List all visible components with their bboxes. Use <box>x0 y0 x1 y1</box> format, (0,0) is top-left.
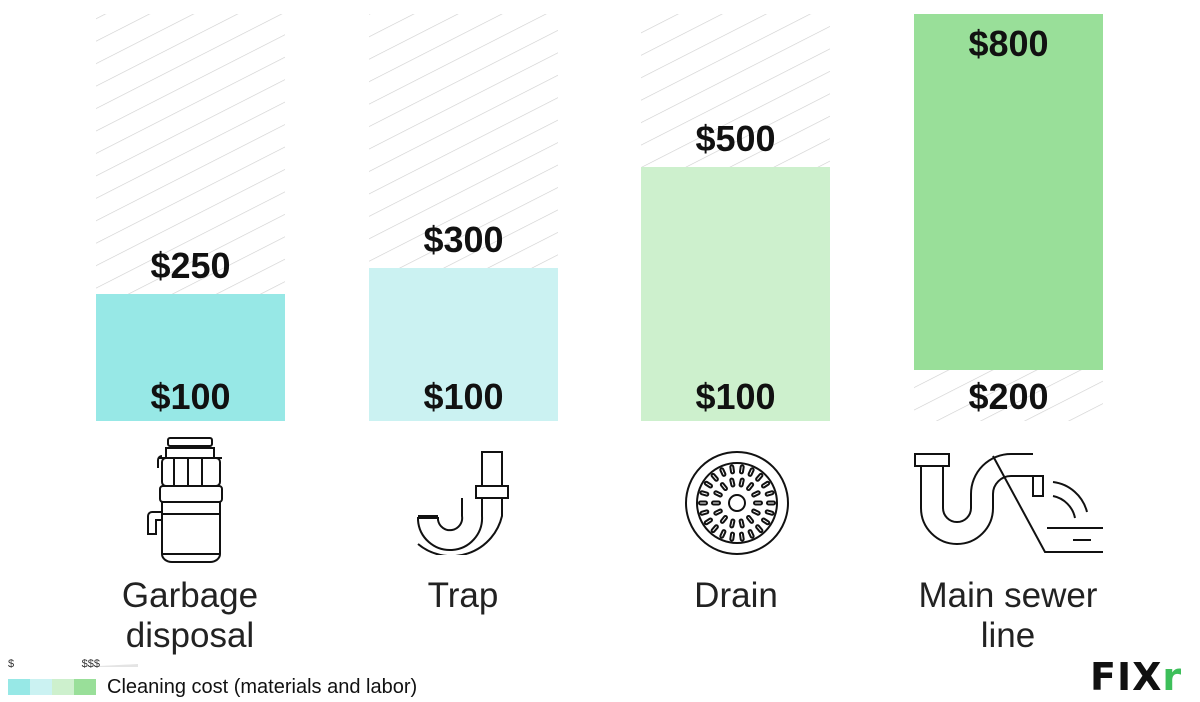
bar-low-label-trap: $100 <box>423 376 503 417</box>
legend-swatch-2 <box>30 679 52 695</box>
cost-range-chart: $250 $100 $300 $100 $500 $100 $800 $200 <box>96 14 1103 421</box>
category-label-line: Main sewer <box>918 576 1098 615</box>
logo-text-main: FIX <box>1090 655 1163 699</box>
category-label-drain: Drain <box>606 576 866 616</box>
bar-high-label-trap: $300 <box>423 219 503 260</box>
trap-pipe-icon <box>417 451 509 555</box>
sewer-line-icon <box>914 453 1103 553</box>
drain-icon <box>685 451 789 555</box>
legend-swatch-3 <box>52 679 74 695</box>
bar-high-label-drain: $500 <box>695 118 775 159</box>
legend-scale-high: $$$ <box>81 658 100 670</box>
bar-main-sewer-line <box>914 14 1103 370</box>
legend-swatch-1 <box>8 679 30 695</box>
bar-trap <box>369 268 558 421</box>
legend-scale-low: $ <box>8 658 15 670</box>
bar-high-label-main-sewer-line: $800 <box>968 23 1048 64</box>
category-label-trap: Trap <box>333 576 593 616</box>
legend-swatches <box>8 679 96 695</box>
bar-low-label-main-sewer-line: $200 <box>968 376 1048 417</box>
bar-garbage-disposal <box>96 294 285 421</box>
category-label-line: disposal <box>125 616 255 655</box>
bar-low-label-drain: $100 <box>695 376 775 417</box>
garbage-disposal-icon <box>147 437 223 563</box>
category-label-garbage-disposal: Garbage disposal <box>60 576 320 656</box>
legend-label: Cleaning cost (materials and labor) <box>107 676 418 698</box>
logo-text-accent: r <box>1162 655 1183 699</box>
category-label-line: Garbage <box>121 576 259 615</box>
bar-low-label-garbage-disposal: $100 <box>150 376 230 417</box>
category-label-line: Trap <box>427 576 499 615</box>
legend-cost-scale: $ $$$ <box>8 658 138 672</box>
bar-drain <box>641 167 830 421</box>
category-label-line: line <box>980 616 1036 655</box>
legend-swatch-4 <box>74 679 96 695</box>
category-label-main-sewer-line: Main sewer line <box>878 576 1138 656</box>
fixr-logo: FIXr <box>1090 657 1196 697</box>
legend-scale-ramp <box>22 664 138 667</box>
category-label-line: Drain <box>694 576 778 615</box>
bar-high-label-garbage-disposal: $250 <box>150 245 230 286</box>
